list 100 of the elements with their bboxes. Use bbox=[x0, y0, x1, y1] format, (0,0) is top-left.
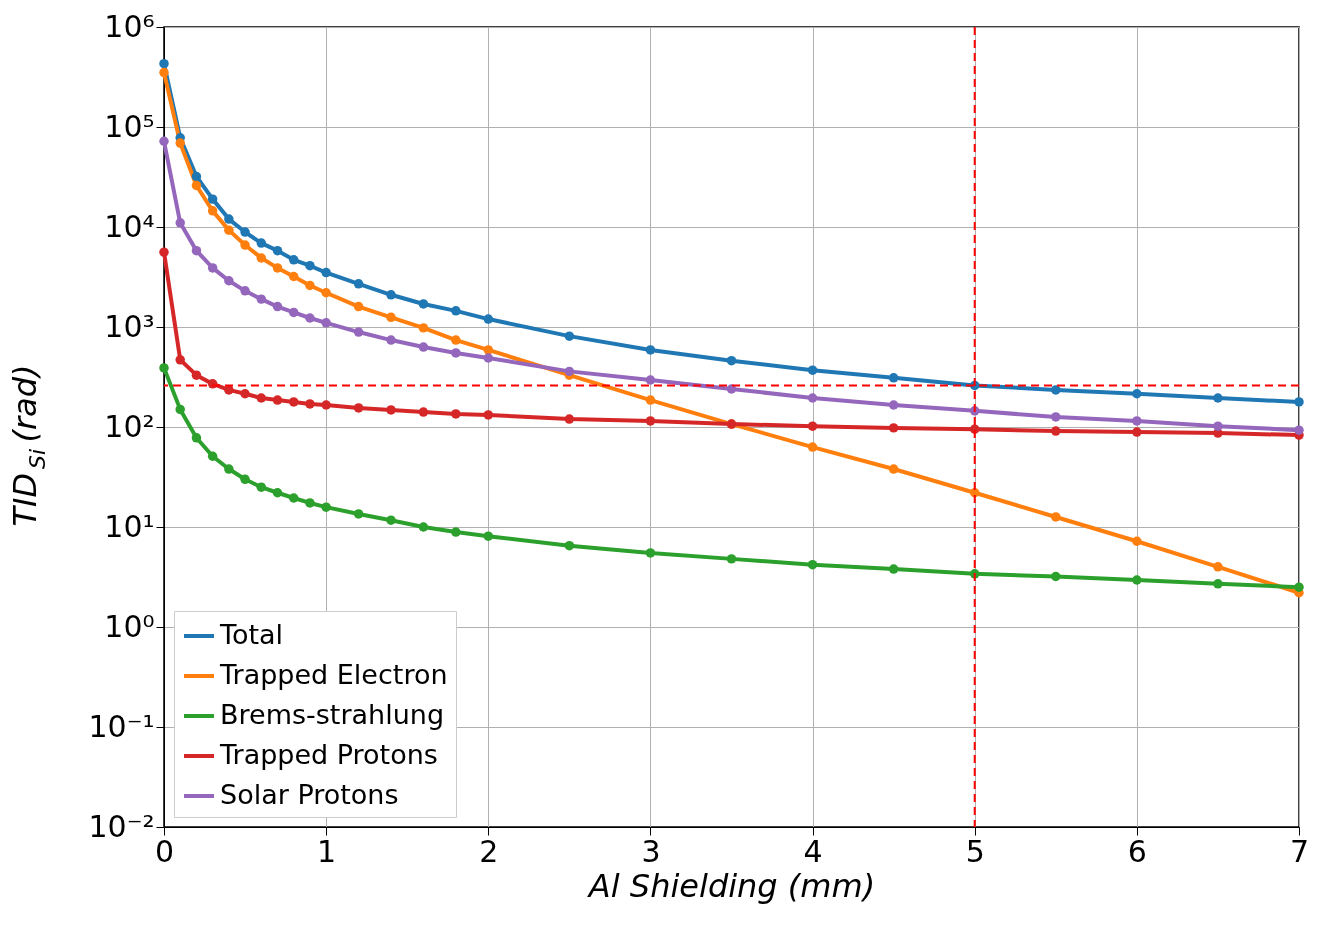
point bbox=[645, 345, 656, 355]
point bbox=[240, 227, 250, 237]
point bbox=[483, 345, 494, 355]
y-tick-label: 10⁰ bbox=[104, 608, 155, 644]
point bbox=[305, 399, 315, 409]
point bbox=[726, 384, 737, 394]
point bbox=[191, 245, 202, 256]
point bbox=[386, 335, 396, 345]
point bbox=[321, 502, 331, 512]
point bbox=[224, 464, 234, 474]
point bbox=[807, 393, 818, 403]
point bbox=[191, 433, 202, 443]
y-tick-label: 10⁶ bbox=[104, 8, 155, 44]
point bbox=[175, 138, 185, 148]
point bbox=[888, 373, 899, 383]
point bbox=[1294, 582, 1304, 592]
point bbox=[1294, 425, 1304, 435]
point bbox=[1051, 571, 1061, 582]
point bbox=[418, 522, 429, 532]
point bbox=[726, 355, 737, 366]
legend-label: Total bbox=[219, 619, 284, 650]
point bbox=[207, 263, 218, 273]
y-tick-label: 10³ bbox=[104, 308, 155, 344]
point bbox=[564, 366, 575, 377]
x-tick-label: 4 bbox=[803, 833, 823, 869]
point bbox=[256, 238, 267, 248]
x-tick-label: 5 bbox=[965, 833, 985, 869]
point bbox=[386, 515, 396, 525]
point bbox=[353, 509, 364, 519]
point bbox=[564, 540, 575, 551]
point bbox=[288, 397, 299, 407]
y-tick-label: 10⁻² bbox=[88, 808, 155, 844]
point bbox=[418, 342, 429, 352]
point bbox=[305, 498, 315, 508]
point bbox=[1213, 421, 1223, 431]
point bbox=[159, 136, 169, 146]
point bbox=[175, 404, 185, 415]
point bbox=[159, 58, 169, 69]
point bbox=[175, 355, 185, 365]
point bbox=[1051, 426, 1061, 436]
y-axis-title: TIDSi (rad) bbox=[6, 364, 50, 527]
point bbox=[386, 290, 396, 300]
point bbox=[191, 370, 202, 380]
point bbox=[240, 286, 250, 296]
point bbox=[483, 314, 494, 324]
point bbox=[353, 279, 364, 289]
y-tick-label: 10⁴ bbox=[104, 208, 155, 244]
point bbox=[483, 531, 494, 541]
point bbox=[224, 214, 234, 224]
y-tick-label: 10² bbox=[104, 408, 155, 444]
point bbox=[888, 564, 899, 574]
legend-label: Brems-strahlung bbox=[220, 699, 445, 730]
point bbox=[1294, 397, 1304, 407]
point bbox=[888, 400, 899, 410]
point bbox=[1213, 579, 1223, 589]
point bbox=[240, 389, 250, 399]
point bbox=[159, 67, 169, 78]
point bbox=[451, 306, 461, 316]
point bbox=[305, 260, 315, 271]
point bbox=[224, 276, 234, 286]
point bbox=[159, 247, 169, 257]
point bbox=[1051, 512, 1061, 522]
point bbox=[451, 409, 461, 419]
point bbox=[807, 421, 818, 431]
point bbox=[807, 442, 818, 452]
point bbox=[321, 318, 331, 328]
legend-label: Trapped Protons bbox=[219, 739, 438, 770]
y-tick-label: 10⁻¹ bbox=[88, 708, 155, 744]
point bbox=[240, 240, 250, 250]
point bbox=[1132, 416, 1142, 426]
point bbox=[288, 493, 299, 503]
point bbox=[207, 206, 218, 216]
x-tick-label: 3 bbox=[641, 833, 661, 869]
point bbox=[418, 323, 429, 333]
point bbox=[272, 395, 283, 405]
point bbox=[272, 245, 283, 256]
point bbox=[418, 407, 429, 417]
point bbox=[418, 299, 429, 309]
point bbox=[1051, 385, 1061, 395]
x-tick-label: 2 bbox=[479, 833, 499, 869]
point bbox=[288, 271, 299, 282]
point bbox=[353, 403, 364, 413]
point bbox=[1132, 389, 1142, 399]
point bbox=[224, 225, 234, 235]
point bbox=[1132, 427, 1142, 437]
point bbox=[726, 554, 737, 564]
point bbox=[645, 395, 656, 405]
point bbox=[191, 171, 202, 182]
point bbox=[1132, 536, 1142, 546]
point bbox=[159, 363, 169, 373]
point bbox=[451, 348, 461, 358]
point bbox=[888, 423, 899, 433]
point bbox=[256, 482, 267, 492]
point bbox=[305, 280, 315, 291]
point bbox=[1213, 562, 1223, 572]
point bbox=[256, 253, 267, 263]
x-tick-label: 6 bbox=[1127, 833, 1147, 869]
point bbox=[645, 548, 656, 558]
point bbox=[483, 353, 494, 363]
x-tick-label: 0 bbox=[154, 833, 175, 869]
